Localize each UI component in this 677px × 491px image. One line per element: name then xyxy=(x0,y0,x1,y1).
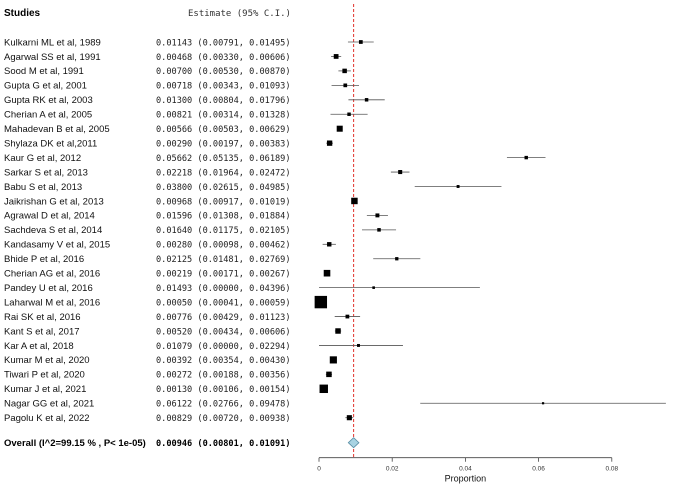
study-label: Babu S et al, 2013 xyxy=(4,182,82,193)
study-label: Jaikrishan G et al, 2013 xyxy=(4,196,104,207)
study-marker xyxy=(357,343,360,347)
study-estimate: 0.00272 (0.00188, 0.00356) xyxy=(156,371,291,381)
study-label: Shylaza DK et al,2011 xyxy=(4,138,97,149)
study-estimate: 0.01300 (0.00804, 0.01796) xyxy=(156,96,291,106)
study-label: Kaur G et al, 2012 xyxy=(4,153,81,164)
study-estimate: 0.05662 (0.05135, 0.06189) xyxy=(156,154,291,164)
study-estimate: 0.01493 (0.00000, 0.04396) xyxy=(156,284,291,294)
study-marker xyxy=(342,68,347,74)
study-label: Kandasamy V et al, 2015 xyxy=(4,240,110,251)
study-marker xyxy=(319,384,328,394)
study-estimate: 0.02125 (0.01481, 0.02769) xyxy=(156,255,291,265)
study-marker xyxy=(323,269,331,277)
study-marker xyxy=(524,155,528,160)
study-label: Agrawal D et al, 2014 xyxy=(4,211,95,222)
study-label: Nagar GG et al, 2021 xyxy=(4,399,94,410)
study-label: Pagolu K et al, 2022 xyxy=(4,413,90,424)
study-marker xyxy=(343,83,348,88)
study-estimate: 0.00468 (0.00330, 0.00606) xyxy=(156,53,291,63)
study-marker xyxy=(346,415,352,421)
summary-diamond xyxy=(347,437,360,449)
study-label: Gupta G et al, 2001 xyxy=(4,81,87,92)
x-axis-label: Proportion xyxy=(445,474,487,484)
study-estimate: 0.01640 (0.01175, 0.02105) xyxy=(156,226,291,236)
study-estimate: 0.00050 (0.00041, 0.00059) xyxy=(156,298,291,308)
study-marker xyxy=(335,328,341,334)
study-marker xyxy=(347,112,351,116)
study-marker xyxy=(372,286,375,289)
study-estimate: 0.00219 (0.00171, 0.00267) xyxy=(156,270,291,280)
study-estimate: 0.00821 (0.00314, 0.01328) xyxy=(156,111,291,121)
study-label: Mahadevan B et al, 2005 xyxy=(4,124,110,135)
study-estimate: 0.00130 (0.00106, 0.00154) xyxy=(156,385,291,395)
study-marker xyxy=(351,197,358,205)
study-rows: Kulkarni ML et al, 1989 0.01143 (0.00791,… xyxy=(4,37,291,449)
study-marker xyxy=(377,228,381,232)
study-marker xyxy=(326,371,332,378)
study-label: Kumar J et al, 2021 xyxy=(4,384,86,395)
study-label: Kumar M et al, 2020 xyxy=(4,355,90,366)
study-label: Kar A et al, 2018 xyxy=(4,341,74,352)
x-tick-label: 0.08 xyxy=(605,466,618,473)
study-marker xyxy=(364,98,369,102)
study-estimate: 0.02218 (0.01964, 0.02472) xyxy=(156,168,291,178)
study-estimate: 0.00700 (0.00530, 0.00870) xyxy=(156,67,291,77)
study-estimate: 0.01596 (0.01308, 0.01884) xyxy=(156,212,291,222)
study-marker xyxy=(336,125,343,132)
study-label: Sachdeva S et al, 2014 xyxy=(4,225,102,236)
plot-marks xyxy=(314,4,666,458)
study-label: Bhide P et al, 2016 xyxy=(4,254,84,265)
study-estimate: 0.01079 (0.00000, 0.02294) xyxy=(156,342,291,352)
x-axis: 0 0.02 0.04 0.06 0.08 Proportion xyxy=(317,457,619,484)
study-marker xyxy=(541,402,545,405)
study-marker xyxy=(333,54,339,59)
study-estimate: 0.06122 (0.02766, 0.09478) xyxy=(156,400,291,410)
study-marker xyxy=(314,295,328,309)
study-marker xyxy=(327,242,332,247)
study-estimate: 0.00290 (0.00197, 0.00383) xyxy=(156,139,291,149)
x-tick-label: 0.02 xyxy=(386,466,399,473)
study-label: Sood M et al, 1991 xyxy=(4,66,84,77)
study-label: Agarwal SS et al, 1991 xyxy=(4,52,101,63)
x-tick-label: 0.04 xyxy=(459,466,472,473)
study-marker xyxy=(398,170,403,175)
study-marker xyxy=(358,40,363,44)
study-label: Laharwal M et al, 2016 xyxy=(4,297,100,308)
studies-header: Studies xyxy=(4,8,41,19)
study-estimate: 0.00520 (0.00434, 0.00606) xyxy=(156,327,291,337)
x-tick-label: 0.06 xyxy=(532,466,545,473)
study-estimate: 0.00968 (0.00917, 0.01019) xyxy=(156,197,291,207)
study-estimate: 0.00776 (0.00429, 0.01123) xyxy=(156,313,291,323)
study-estimate: 0.00829 (0.00720, 0.00938) xyxy=(156,414,291,424)
study-label: Kulkarni ML et al, 1989 xyxy=(4,37,101,48)
study-estimate: 0.00718 (0.00343, 0.01093) xyxy=(156,82,291,92)
study-marker xyxy=(345,314,350,319)
study-label: Tiwari P et al, 2020 xyxy=(4,370,85,381)
study-estimate: 0.00392 (0.00354, 0.00430) xyxy=(156,356,291,366)
study-estimate: 0.00566 (0.00503, 0.00629) xyxy=(156,125,291,135)
study-label: Rai SK et al, 2016 xyxy=(4,312,81,323)
study-label: Pandey U et al, 2016 xyxy=(4,283,93,294)
study-marker xyxy=(395,257,399,261)
study-estimate: 0.03800 (0.02615, 0.04985) xyxy=(156,183,291,193)
study-marker xyxy=(456,185,460,188)
study-label: Sarkar S et al, 2013 xyxy=(4,167,88,178)
study-estimate: 0.01143 (0.00791, 0.01495) xyxy=(156,38,291,48)
study-label: Cherian A et al, 2005 xyxy=(4,110,92,121)
study-label: Gupta RK et al, 2003 xyxy=(4,95,93,106)
study-label: Cherian AG et al, 2016 xyxy=(4,269,100,280)
study-marker xyxy=(329,356,337,364)
overall-label: Overall (I^2=99.15 % , P< 1e-05) xyxy=(4,438,146,449)
study-marker xyxy=(326,140,333,146)
x-tick-label: 0 xyxy=(317,466,321,473)
study-label: Kant S et al, 2017 xyxy=(4,326,80,337)
study-estimate: 0.00280 (0.00098, 0.00462) xyxy=(156,241,291,251)
study-marker xyxy=(375,213,380,218)
overall-estimate: 0.00946 (0.00801, 0.01091) xyxy=(156,439,291,449)
estimate-header: Estimate (95% C.I.) xyxy=(188,9,291,19)
